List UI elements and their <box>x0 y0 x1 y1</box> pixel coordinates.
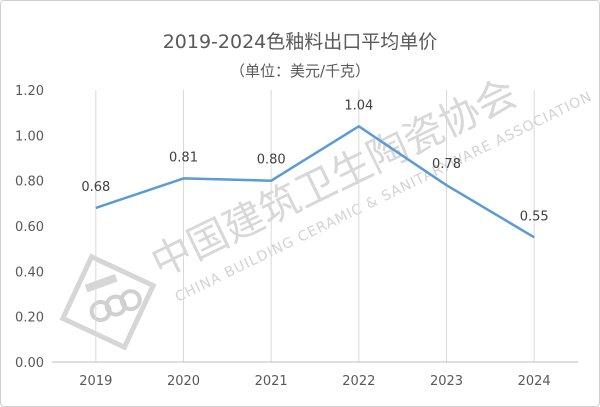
data-label: 0.55 <box>520 209 549 224</box>
x-tick-label: 2023 <box>430 374 463 389</box>
y-tick-label: 1.00 <box>15 129 44 144</box>
data-label: 1.04 <box>344 98 373 113</box>
association-watermark: 中国建筑卫生陶瓷协会 CHINA BUILDING CERAMIC & SANI… <box>59 70 595 351</box>
x-tick-label: 2019 <box>79 374 112 389</box>
data-label: 0.81 <box>169 150 198 165</box>
series-line <box>95 125 535 239</box>
watermark-english-text: CHINA BUILDING CERAMIC & SANITARYWARE AS… <box>173 89 595 306</box>
y-tick-label: 1.20 <box>15 84 44 99</box>
chart-subtitle: （单位：美元/千克） <box>229 62 371 80</box>
data-label: 0.78 <box>432 157 461 172</box>
data-label: 0.80 <box>257 153 286 168</box>
x-tick-label: 2020 <box>167 374 200 389</box>
data-label: 0.68 <box>81 180 110 195</box>
chart-title: 2019-2024色釉料出口平均单价 <box>162 31 438 53</box>
plot-area: 0.00 0.20 0.40 0.60 0.80 1.00 1.20 2019 2020 2021… <box>15 84 578 389</box>
y-tick-label: 0.80 <box>15 175 44 190</box>
y-tick-label: 0.40 <box>15 265 44 280</box>
x-tick-label: 2024 <box>518 374 551 389</box>
association-logo-icon <box>59 253 157 351</box>
y-tick-label: 0.60 <box>15 220 44 235</box>
x-tick-label: 2022 <box>342 374 375 389</box>
y-tick-label: 0.00 <box>15 356 44 371</box>
x-tick-label: 2021 <box>255 374 288 389</box>
y-tick-label: 0.20 <box>15 311 44 326</box>
